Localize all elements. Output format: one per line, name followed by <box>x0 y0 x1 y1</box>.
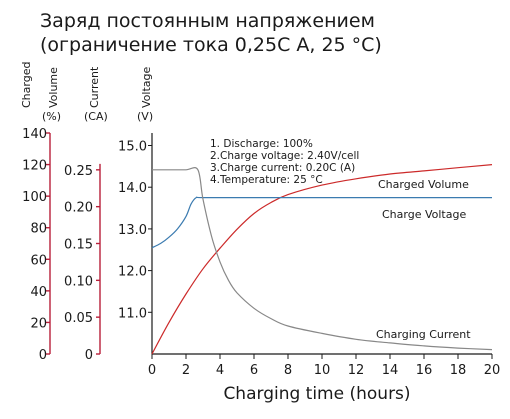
current-tick-label: 0.25 <box>64 164 93 179</box>
note-3: 3.Charge current: 0.20C (A) <box>210 162 355 174</box>
voltage-tick-label: 15.0 <box>118 140 147 155</box>
charged-volume-tick-label: 80 <box>30 222 47 237</box>
x-tick-label: 4 <box>216 363 224 378</box>
axis-header-volume: Volume <box>47 67 60 108</box>
voltage-tick-label: 13.0 <box>118 223 147 238</box>
x-tick-label: 8 <box>284 363 292 378</box>
chart-title-line-2: (ограничение тока 0,25С А, 25 °С) <box>40 34 382 56</box>
x-tick-label: 12 <box>348 363 365 378</box>
series-label-charged-volume: Charged Volume <box>378 178 469 191</box>
voltage-tick-label: 14.0 <box>118 181 147 196</box>
x-axis-label: Charging time (hours) <box>223 384 410 404</box>
current-tick-label: 0 <box>85 348 93 363</box>
current-tick-label: 0.05 <box>64 311 93 326</box>
series-layer <box>151 164 493 355</box>
x-tick-label: 2 <box>182 363 190 378</box>
chart-title-line-1: Заряд постоянным напряжением <box>40 10 375 32</box>
axis-header-current: Current <box>88 66 101 108</box>
note-4: 4.Temperature: 25 °C <box>210 174 323 186</box>
voltage-tick-label: 11.0 <box>118 306 147 321</box>
charged-volume-line <box>151 164 493 355</box>
axis-header-v: (V) <box>137 110 153 123</box>
series-label-charge-voltage: Charge Voltage <box>382 208 466 221</box>
charged-volume-tick-label: 60 <box>30 253 47 268</box>
x-tick-label: 16 <box>416 363 433 378</box>
charged-volume-tick-label: 140 <box>22 127 47 142</box>
axis-header-voltage: Voltage <box>140 67 153 108</box>
charged-volume-tick-label: 120 <box>22 159 47 174</box>
x-tick-label: 10 <box>314 363 331 378</box>
x-tick-label: 6 <box>250 363 258 378</box>
x-tick-label: 18 <box>450 363 467 378</box>
charged-volume-tick-label: 0 <box>39 348 47 363</box>
note-1: 1. Discharge: 100% <box>210 138 313 150</box>
x-tick-label: 0 <box>148 363 156 378</box>
axes-layer: 0 2 4 6 8 10 12 14 16 18 20 0 20 40 60 80 100 120 140 0 0.05… <box>22 127 500 378</box>
axis-header-ca: (CA) <box>84 110 108 123</box>
charge-voltage-line <box>151 196 492 249</box>
axis-header-charged: Charged <box>20 62 33 108</box>
charged-volume-tick-label: 20 <box>30 316 47 331</box>
charged-volume-tick-label: 100 <box>22 190 47 205</box>
axis-header-percent: (%) <box>42 110 61 123</box>
series-label-charging-current: Charging Current <box>376 328 471 341</box>
current-tick-label: 0.15 <box>64 238 93 253</box>
current-tick-label: 0.10 <box>64 274 93 289</box>
charging-current-line <box>152 167 493 351</box>
x-tick-label: 20 <box>484 363 501 378</box>
note-2: 2.Charge voltage: 2.40V/cell <box>210 150 359 162</box>
charged-volume-tick-label: 40 <box>30 285 47 300</box>
voltage-tick-label: 12.0 <box>118 265 147 280</box>
current-tick-label: 0.20 <box>64 201 93 216</box>
x-tick-label: 14 <box>382 363 399 378</box>
